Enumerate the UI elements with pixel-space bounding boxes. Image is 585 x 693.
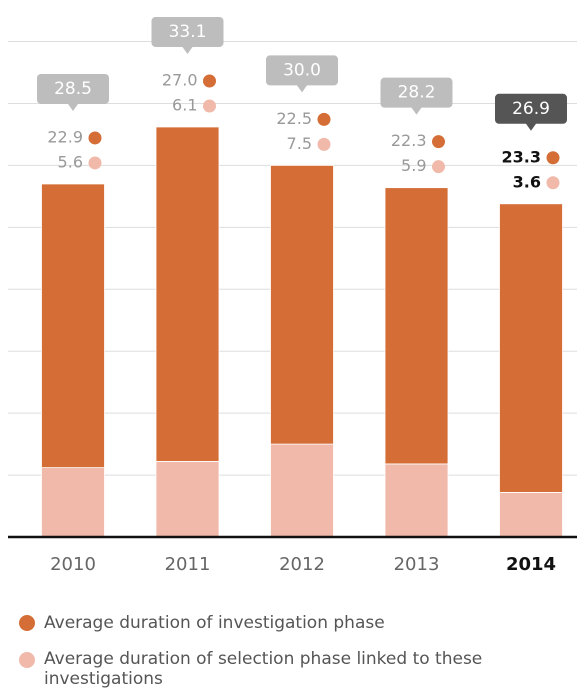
value-dot (203, 74, 216, 88)
bar-segment (41, 183, 105, 469)
value-dot (88, 156, 102, 170)
value-dot (432, 135, 445, 149)
total-callout (380, 77, 453, 115)
value-label: 23.3 (502, 147, 541, 166)
bar-segment (384, 187, 449, 465)
bar-segment (41, 467, 105, 538)
bar-segment (270, 443, 334, 538)
value-label: 5.6 (58, 152, 83, 171)
total-callout (266, 55, 338, 93)
value-dot (203, 99, 216, 113)
value-dot (88, 131, 102, 145)
legend-swatch (19, 652, 35, 668)
x-tick-label: 2014 (506, 554, 556, 575)
bar-segment (499, 492, 563, 538)
value-dot (546, 151, 560, 165)
value-label: 5.9 (401, 156, 426, 175)
total-label: 30.0 (283, 60, 321, 80)
x-tick-label: 2012 (279, 554, 325, 575)
value-dot (432, 160, 445, 174)
total-label: 26.9 (512, 99, 550, 119)
total-label: 33.1 (169, 22, 207, 42)
value-dot (317, 112, 331, 126)
bar-segment (270, 164, 334, 445)
value-label: 6.1 (172, 95, 197, 114)
total-callout (37, 73, 109, 111)
bar-segment (155, 126, 220, 462)
value-label: 22.9 (47, 127, 83, 146)
value-label: 3.6 (513, 172, 541, 191)
legend-label: Average duration of investigation phase (44, 613, 385, 633)
value-label: 22.3 (391, 131, 427, 150)
legend-entry: Average duration of selection phase link… (44, 649, 483, 689)
value-label: 22.5 (276, 109, 312, 128)
bar-segment (499, 203, 563, 493)
total-label: 28.5 (54, 79, 92, 99)
total-label: 28.2 (398, 83, 436, 103)
x-tick-label: 2013 (394, 554, 440, 575)
value-dot (317, 137, 331, 151)
bar-segment (384, 463, 449, 538)
bar-segment (155, 461, 220, 538)
total-callout (495, 93, 567, 131)
legend-label: Average duration of selection phase link… (44, 649, 483, 689)
legend-swatch (19, 615, 35, 631)
value-dot (546, 176, 560, 190)
x-tick-label: 2011 (165, 554, 211, 575)
x-tick-label: 2010 (50, 554, 96, 575)
total-callout (151, 16, 224, 54)
value-label: 27.0 (162, 70, 198, 89)
value-label: 7.5 (287, 134, 312, 153)
